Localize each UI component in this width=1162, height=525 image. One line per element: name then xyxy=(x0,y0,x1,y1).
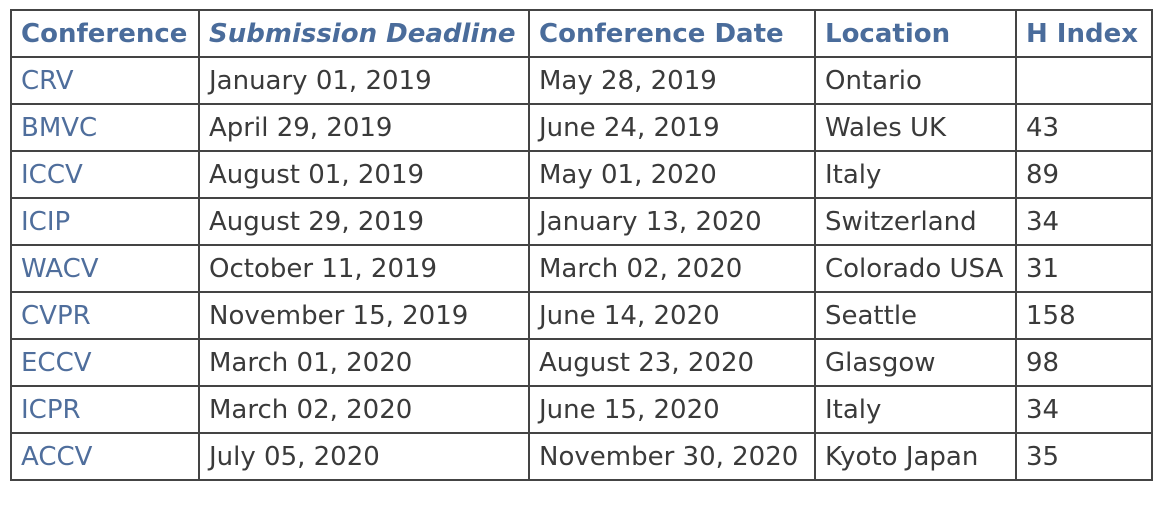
conference-date: August 23, 2020 xyxy=(528,338,816,387)
submission-deadline: March 02, 2020 xyxy=(198,385,530,434)
conference-name[interactable]: ICPR xyxy=(10,385,200,434)
table-row: ACCV July 05, 2020 November 30, 2020 Kyo… xyxy=(10,432,1153,481)
conference-date: March 02, 2020 xyxy=(528,244,816,293)
submission-deadline: April 29, 2019 xyxy=(198,103,530,152)
table-row: ICPR March 02, 2020 June 15, 2020 Italy … xyxy=(10,385,1153,434)
h-index: 89 xyxy=(1015,150,1153,199)
conference-table: Conference Submission Deadline Conferenc… xyxy=(10,9,1153,481)
submission-deadline: March 01, 2020 xyxy=(198,338,530,387)
conference-date: June 24, 2019 xyxy=(528,103,816,152)
submission-deadline: August 29, 2019 xyxy=(198,197,530,246)
location: Wales UK xyxy=(814,103,1017,152)
location: Glasgow xyxy=(814,338,1017,387)
conference-date: May 01, 2020 xyxy=(528,150,816,199)
submission-deadline: August 01, 2019 xyxy=(198,150,530,199)
conference-name[interactable]: CRV xyxy=(10,56,200,105)
conference-date: June 15, 2020 xyxy=(528,385,816,434)
conference-date: January 13, 2020 xyxy=(528,197,816,246)
submission-deadline: July 05, 2020 xyxy=(198,432,530,481)
h-index: 31 xyxy=(1015,244,1153,293)
h-index: 34 xyxy=(1015,197,1153,246)
header-location[interactable]: Location xyxy=(814,9,1017,58)
location: Seattle xyxy=(814,291,1017,340)
submission-deadline: October 11, 2019 xyxy=(198,244,530,293)
location: Switzerland xyxy=(814,197,1017,246)
conference-name[interactable]: CVPR xyxy=(10,291,200,340)
h-index: 43 xyxy=(1015,103,1153,152)
conference-name[interactable]: BMVC xyxy=(10,103,200,152)
table-row: CRV January 01, 2019 May 28, 2019 Ontari… xyxy=(10,56,1153,105)
table-header-row: Conference Submission Deadline Conferenc… xyxy=(10,9,1153,58)
conference-date: November 30, 2020 xyxy=(528,432,816,481)
location: Colorado USA xyxy=(814,244,1017,293)
table-row: WACV October 11, 2019 March 02, 2020 Col… xyxy=(10,244,1153,293)
submission-deadline: January 01, 2019 xyxy=(198,56,530,105)
location: Ontario xyxy=(814,56,1017,105)
h-index xyxy=(1015,56,1153,105)
location: Italy xyxy=(814,385,1017,434)
submission-deadline: November 15, 2019 xyxy=(198,291,530,340)
conference-name[interactable]: WACV xyxy=(10,244,200,293)
conference-date: May 28, 2019 xyxy=(528,56,816,105)
table-row: ICIP August 29, 2019 January 13, 2020 Sw… xyxy=(10,197,1153,246)
conference-date: June 14, 2020 xyxy=(528,291,816,340)
table-row: ECCV March 01, 2020 August 23, 2020 Glas… xyxy=(10,338,1153,387)
header-conference[interactable]: Conference xyxy=(10,9,200,58)
header-conference-date[interactable]: Conference Date xyxy=(528,9,816,58)
location: Kyoto Japan xyxy=(814,432,1017,481)
conference-name[interactable]: ICCV xyxy=(10,150,200,199)
table-row: ICCV August 01, 2019 May 01, 2020 Italy … xyxy=(10,150,1153,199)
conference-name[interactable]: ICIP xyxy=(10,197,200,246)
location: Italy xyxy=(814,150,1017,199)
conference-name[interactable]: ACCV xyxy=(10,432,200,481)
h-index: 158 xyxy=(1015,291,1153,340)
table-row: BMVC April 29, 2019 June 24, 2019 Wales … xyxy=(10,103,1153,152)
h-index: 98 xyxy=(1015,338,1153,387)
header-submission-deadline[interactable]: Submission Deadline xyxy=(198,9,530,58)
conference-name[interactable]: ECCV xyxy=(10,338,200,387)
table-row: CVPR November 15, 2019 June 14, 2020 Sea… xyxy=(10,291,1153,340)
header-h-index[interactable]: H Index xyxy=(1015,9,1153,58)
h-index: 34 xyxy=(1015,385,1153,434)
h-index: 35 xyxy=(1015,432,1153,481)
